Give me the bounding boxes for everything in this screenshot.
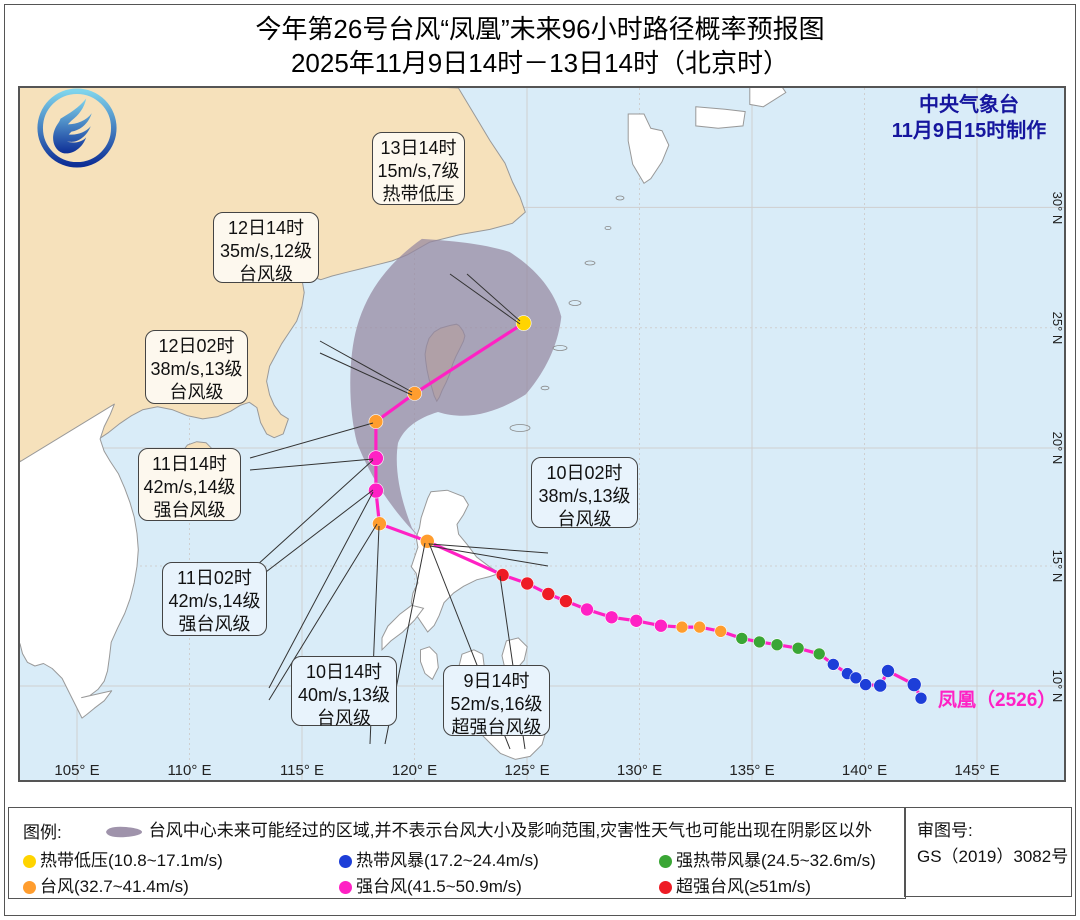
svg-text:20° N: 20° N: [1050, 432, 1064, 465]
svg-text:30° N: 30° N: [1050, 192, 1064, 225]
svg-text:105° E: 105° E: [54, 762, 99, 779]
svg-text:130° E: 130° E: [617, 762, 662, 779]
svg-text:140° E: 140° E: [842, 762, 887, 779]
svg-text:凤凰（2526）: 凤凰（2526）: [938, 688, 1056, 711]
svg-text:15° N: 15° N: [1050, 550, 1064, 583]
svg-text:145° E: 145° E: [954, 762, 999, 779]
svg-text:25° N: 25° N: [1050, 312, 1064, 345]
svg-text:125° E: 125° E: [504, 762, 549, 779]
svg-text:10° N: 10° N: [1050, 670, 1064, 703]
svg-text:120° E: 120° E: [392, 762, 437, 779]
svg-text:115° E: 115° E: [280, 762, 324, 779]
svg-text:110° E: 110° E: [167, 762, 211, 779]
svg-text:135° E: 135° E: [729, 762, 774, 779]
